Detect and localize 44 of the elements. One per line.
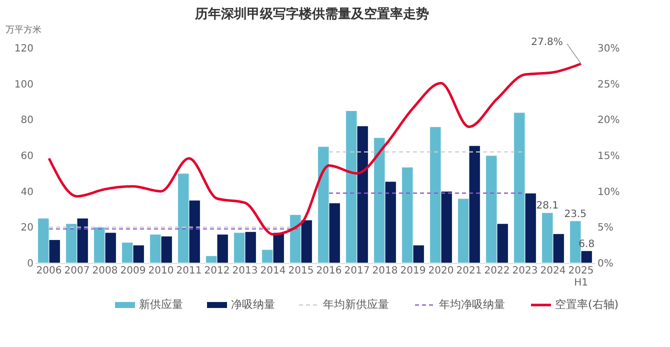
data-label: 23.5 xyxy=(564,208,587,220)
x-tick-label: 2012 xyxy=(204,266,230,276)
y2-tick-label: 25% xyxy=(598,79,620,90)
y2-tick-label: 0% xyxy=(598,258,614,270)
data-label: 27.8% xyxy=(531,36,563,48)
y2-tick-label: 20% xyxy=(598,115,620,126)
chart-title: 历年深圳甲级写字楼供需量及空置率走势 xyxy=(194,6,430,22)
x-tick-label: 2017 xyxy=(344,266,370,276)
x-tick-label: 2022 xyxy=(484,266,510,276)
y2-tick-label: 15% xyxy=(598,151,620,162)
x-tick-label: 2021 xyxy=(456,266,482,276)
y2-tick-label: 30% xyxy=(598,44,620,54)
y-tick-label: 120 xyxy=(14,44,34,54)
x-tick-label: 2014 xyxy=(260,266,286,276)
data-label: 28.1 xyxy=(536,200,559,212)
x-tick-label: 2018 xyxy=(372,266,398,276)
y-tick-label: 40 xyxy=(20,186,34,198)
x-tick-label: 2008 xyxy=(92,266,118,276)
y2-tick-label: 10% xyxy=(598,186,620,198)
x-tick-label: 2023 xyxy=(512,266,538,276)
x-tick-label: 2011 xyxy=(176,266,202,276)
x-tick-label: 2015 xyxy=(288,266,314,276)
legend-label: 年均新供应量 xyxy=(323,298,389,311)
legend-label: 新供应量 xyxy=(139,298,183,311)
legend-label: 净吸纳量 xyxy=(231,298,275,311)
x-tick-label: 2019 xyxy=(400,266,426,276)
y2-tick-label: 5% xyxy=(598,222,614,234)
x-tick-label: 2025 H1 xyxy=(568,266,594,288)
x-tick-label: 2024 xyxy=(540,266,566,276)
x-tick-label: 2016 xyxy=(316,266,342,276)
x-tick-label: 2020 xyxy=(428,266,454,276)
x-tick-label: 2010 xyxy=(148,266,174,276)
y-tick-label: 60 xyxy=(20,151,34,162)
y-axis-title: 万平方米 xyxy=(6,24,42,36)
y-tick-label: 0 xyxy=(27,258,34,270)
x-tick-label: 2006 xyxy=(36,266,62,276)
legend-label: 年均净吸纳量 xyxy=(439,298,505,311)
x-tick-label: 2009 xyxy=(120,266,146,276)
x-tick-label: 2007 xyxy=(64,266,90,276)
y-tick-label: 80 xyxy=(20,115,34,126)
y-tick-label: 20 xyxy=(20,222,34,234)
x-tick-label: 2013 xyxy=(232,266,258,276)
y-tick-label: 100 xyxy=(14,79,34,90)
legend-label: 空置率(右轴) xyxy=(555,298,619,311)
